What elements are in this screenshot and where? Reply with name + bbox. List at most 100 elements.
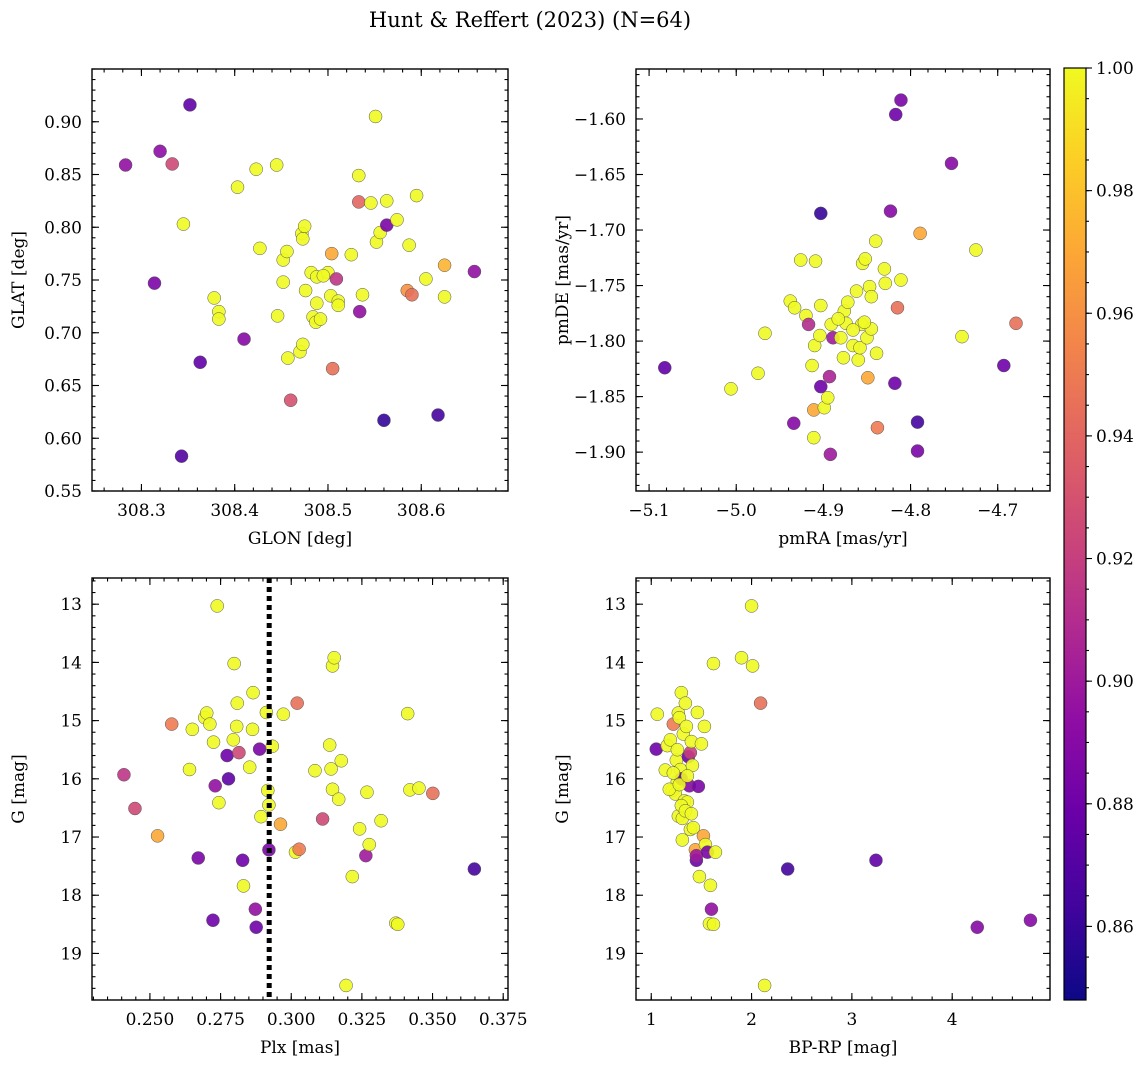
data-point [869, 346, 884, 361]
colorbar-tick-label: 0.98 [1096, 182, 1134, 202]
data-point [235, 853, 250, 868]
data-point [670, 742, 685, 757]
y-axis-label: G [mag] [553, 754, 573, 823]
data-point [680, 769, 695, 783]
data-point [970, 920, 985, 934]
data-point [813, 328, 827, 343]
data-point [344, 247, 359, 262]
data-point [814, 379, 828, 394]
data-point [128, 801, 142, 816]
data-point [315, 812, 330, 826]
x-tick-label: 2 [746, 1010, 757, 1030]
chart-title: Hunt & Reffert (2023) (N=64) [369, 8, 691, 32]
panel-glon-glat: 308.3 308.4 308.5 308.6 0.55 0.60 0.65 0.70 0.75… [9, 68, 509, 549]
data-point [706, 917, 721, 932]
data-point [431, 408, 445, 422]
data-point [352, 195, 366, 209]
data-point [352, 822, 367, 836]
data-point [841, 295, 855, 309]
data-point [379, 194, 394, 208]
data-point [325, 782, 340, 797]
data-point [334, 754, 349, 768]
data-point [276, 275, 290, 289]
x-tick-label: 308.6 [397, 501, 446, 521]
panel-pmra-pmde: −5.1 −5.0 −4.9 −4.8 −4.7 −1.90 −1.85 −1.80 −1.75… [553, 68, 1051, 549]
data-point [252, 742, 267, 756]
y-tick-label: 14 [604, 653, 626, 673]
data-point [780, 862, 795, 876]
data-point [208, 779, 222, 793]
y-tick-label: 16 [60, 770, 82, 790]
y-tick-label: 16 [604, 770, 626, 790]
data-point [191, 851, 206, 865]
data-point [858, 252, 872, 266]
data-point [331, 792, 346, 806]
data-point [910, 444, 925, 458]
data-point [164, 717, 179, 731]
data-point [246, 685, 260, 700]
data-point [185, 722, 200, 737]
data-point [296, 232, 310, 246]
colorbar-tick-label: 0.88 [1096, 795, 1134, 815]
data-point [888, 107, 903, 122]
data-point [807, 430, 821, 445]
data-point [292, 842, 306, 856]
data-point [703, 878, 718, 893]
x-tick-label: 4 [947, 1010, 958, 1030]
data-point [391, 917, 405, 932]
data-point [672, 777, 687, 792]
y-tick-label: −1.60 [574, 110, 626, 130]
x-tick-label: 308.3 [117, 501, 166, 521]
data-point [409, 188, 424, 203]
data-point [805, 358, 819, 373]
x-tick-label: −4.9 [803, 501, 844, 521]
data-point [276, 707, 291, 721]
x-tick-label: 0.325 [338, 1010, 387, 1030]
data-point [281, 351, 295, 365]
data-point [706, 656, 721, 671]
y-axis-label: GLAT [deg] [9, 231, 29, 329]
data-point [691, 779, 706, 794]
data-point [997, 358, 1011, 373]
panels: 308.3 308.4 308.5 308.6 0.55 0.60 0.65 0.70 0.75… [9, 68, 1051, 1058]
data-point [374, 813, 388, 828]
y-tick-label: 0.75 [44, 271, 82, 291]
data-point [857, 315, 872, 329]
data-point [118, 158, 133, 172]
colorbar-tick-label: 0.92 [1096, 550, 1134, 570]
x-tick-label: 0.350 [408, 1010, 457, 1030]
data-point [355, 288, 370, 302]
x-tick-label: 3 [846, 1010, 857, 1030]
y-tick-label: 15 [60, 712, 82, 732]
data-point [787, 301, 802, 315]
y-tick-label: 0.55 [44, 482, 82, 502]
data-point [310, 296, 324, 310]
data-point [686, 820, 701, 835]
data-point [753, 696, 768, 710]
x-axis-label: Plx [mas] [260, 1038, 340, 1058]
data-point [820, 390, 835, 405]
data-point [308, 763, 322, 778]
plot-frame [91, 577, 509, 1001]
data-point [658, 360, 672, 375]
y-tick-label: 18 [604, 886, 626, 906]
y-tick-label: 18 [60, 886, 82, 906]
data-point [814, 298, 828, 313]
data-point [969, 243, 983, 257]
data-point [910, 415, 925, 429]
data-point [203, 717, 217, 731]
colorbar-gradient [1063, 67, 1087, 1001]
data-point [868, 234, 883, 248]
data-point [206, 735, 221, 749]
data-point [678, 696, 693, 710]
y-tick-label: 13 [60, 595, 82, 615]
data-point [339, 978, 353, 993]
data-point [955, 329, 969, 344]
data-point [207, 291, 221, 305]
data-point [368, 109, 383, 124]
data-point [147, 276, 162, 290]
data-point [249, 920, 263, 934]
data-point [467, 264, 482, 279]
panel-plx-g: 0.250 0.275 0.300 0.325 0.350 0.375 13 14 15 16 17… [9, 577, 528, 1058]
